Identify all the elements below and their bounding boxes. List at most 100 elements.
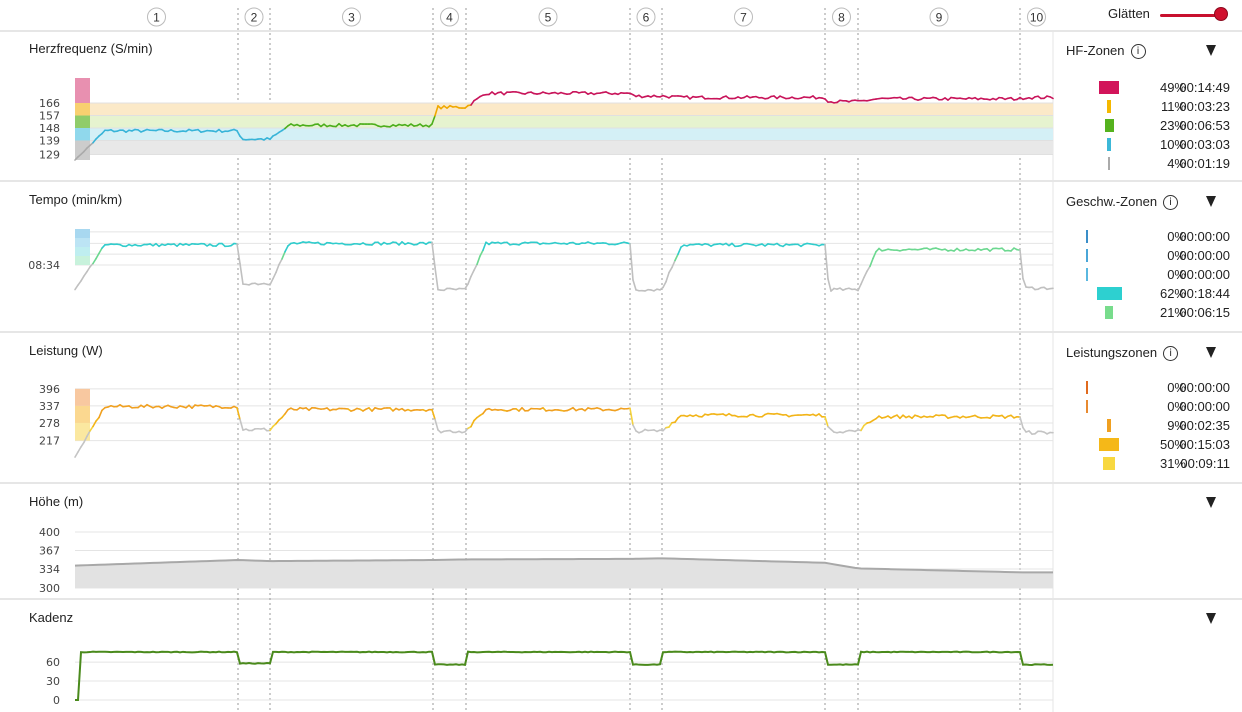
- power-line-seg: [632, 424, 637, 432]
- lap-number: 4: [446, 11, 453, 25]
- zone-row: 10% 00:03:03: [1058, 137, 1242, 156]
- zone-time: 00:00:00: [1179, 248, 1230, 263]
- hr-zone-legend-swatch: [75, 140, 90, 160]
- zone-percent: 23%: [1159, 118, 1186, 133]
- zone-time: 00:00:00: [1179, 229, 1230, 244]
- expand-triangle-icon[interactable]: [1206, 196, 1216, 207]
- lap-number: 2: [251, 11, 258, 25]
- lap-marker-10: 10: [1027, 7, 1046, 27]
- zone-time: 00:14:49: [1179, 80, 1230, 95]
- pace-line-seg: [464, 283, 469, 290]
- pace-line-seg: [83, 270, 88, 277]
- lap-circle: [832, 7, 851, 27]
- zone-row: 0% 00:00:00: [1058, 380, 1242, 399]
- zone-percent: 11%: [1160, 99, 1186, 114]
- pace-line-seg: [479, 249, 484, 257]
- hr-zone-legend-swatch: [75, 115, 90, 129]
- smoothing-label: Glätten: [1108, 6, 1150, 21]
- zone-title-hr: HF-Zonen i: [1066, 43, 1146, 60]
- lap-number: 3: [348, 11, 355, 25]
- pace-line-seg: [92, 257, 97, 265]
- pace-zone-legend-swatch: [75, 256, 90, 265]
- hr-line-seg: [92, 138, 97, 144]
- power-tick-label: 278: [39, 417, 60, 430]
- pace-line-seg: [278, 258, 283, 266]
- zone-share-bar: [1107, 419, 1111, 432]
- zone-time: 00:06:15: [1179, 305, 1230, 320]
- zone-time: 00:00:00: [1179, 399, 1230, 414]
- zone-row: 4% 00:01:19: [1058, 156, 1242, 175]
- pace-line-seg: [857, 283, 862, 292]
- lap-number: 1: [153, 11, 160, 25]
- power-line-seg: [629, 407, 634, 426]
- cad-tick-label: 60: [46, 656, 60, 669]
- zone-row: 0% 00:00:00: [1058, 399, 1242, 418]
- zone-share-bar: [1107, 138, 1111, 151]
- expand-triangle-icon[interactable]: [1206, 45, 1216, 56]
- hr-tick-label: 129: [39, 148, 60, 161]
- pace-tick-label: 08:34: [28, 259, 60, 272]
- expand-triangle-icon[interactable]: [1206, 613, 1216, 624]
- elev-area: [75, 558, 1053, 588]
- power-line-seg: [80, 441, 85, 448]
- expand-triangle-icon[interactable]: [1206, 347, 1216, 358]
- power-line-seg: [83, 435, 88, 444]
- zone-percent: 62%: [1159, 286, 1186, 301]
- lap-circle: [538, 7, 558, 27]
- hr-tick-label: 148: [39, 122, 60, 135]
- info-icon[interactable]: i: [1163, 195, 1179, 211]
- power-zone-legend-swatch: [75, 388, 90, 406]
- zone-row: 0% 00:00:00: [1058, 267, 1242, 286]
- zone-percent: 31%: [1159, 456, 1186, 471]
- zone-share-bar: [1099, 438, 1119, 451]
- pace-line-seg: [275, 263, 280, 274]
- expand-triangle-icon[interactable]: [1206, 497, 1216, 508]
- zone-percent: 0%: [1167, 229, 1186, 244]
- pace-line-seg: [671, 259, 676, 269]
- pace-line-seg: [632, 279, 637, 291]
- pace-line-seg: [473, 263, 478, 272]
- hr-line-seg: [434, 105, 439, 117]
- pace-line-seg: [872, 250, 877, 260]
- info-icon[interactable]: i: [1163, 346, 1179, 362]
- smoothing-toggle-track[interactable]: [1160, 14, 1222, 17]
- pace-line-seg: [467, 275, 472, 285]
- info-icon[interactable]: i: [1130, 44, 1146, 60]
- pace-line-seg: [629, 242, 634, 281]
- zone-time: 00:03:23: [1179, 99, 1230, 114]
- power-line-seg: [77, 446, 82, 453]
- pace-line-seg: [665, 271, 670, 283]
- zone-share-bar: [1099, 81, 1119, 94]
- power-line-seg: [86, 430, 91, 438]
- pace-line-seg: [284, 245, 289, 253]
- smoothing-toggle-knob[interactable]: [1214, 7, 1228, 21]
- zone-percent: 4%: [1167, 156, 1186, 171]
- pace-line-seg: [869, 257, 874, 268]
- panel-cad: Kadenz 60 30 0: [29, 610, 1054, 707]
- zone-time: 00:18:44: [1179, 286, 1230, 301]
- lap-marker-4: 4: [440, 7, 459, 27]
- pace-zone-legend-swatch: [75, 247, 90, 256]
- hr-zone-legend-swatch: [75, 78, 90, 104]
- zone-row: 23% 00:06:53: [1058, 118, 1242, 137]
- zone-percent: 9%: [1167, 418, 1186, 433]
- lap-circle: [342, 7, 361, 27]
- hr-line-seg: [1049, 96, 1054, 100]
- power-line-seg: [434, 418, 439, 431]
- pace-line-seg: [239, 262, 244, 285]
- zone-share-bar: [1086, 249, 1088, 262]
- pace-zone-legend-swatch: [75, 238, 90, 247]
- pace-line-seg: [281, 250, 286, 260]
- hr-tick-label: 166: [39, 97, 60, 110]
- pace-line-seg: [431, 241, 436, 269]
- panel-pace: Tempo (min/km) 08:34: [28, 192, 1054, 292]
- pace-line-seg: [236, 243, 241, 265]
- lap-circle: [244, 7, 264, 27]
- pace-line-seg: [77, 280, 82, 286]
- pace-line-seg: [1019, 249, 1024, 280]
- panel-title-elev: Höhe (m): [29, 494, 83, 509]
- power-line-seg: [1019, 416, 1024, 429]
- pace-line-seg: [74, 284, 79, 291]
- lap-marker-8: 8: [832, 7, 851, 27]
- lap-circle: [636, 7, 656, 27]
